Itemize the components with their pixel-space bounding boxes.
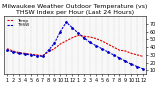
Title: Milwaukee Weather Outdoor Temperature (vs) THSW Index per Hour (Last 24 Hours): Milwaukee Weather Outdoor Temperature (v… [2,4,148,15]
Legend: Temp, THSW: Temp, THSW [6,18,30,28]
